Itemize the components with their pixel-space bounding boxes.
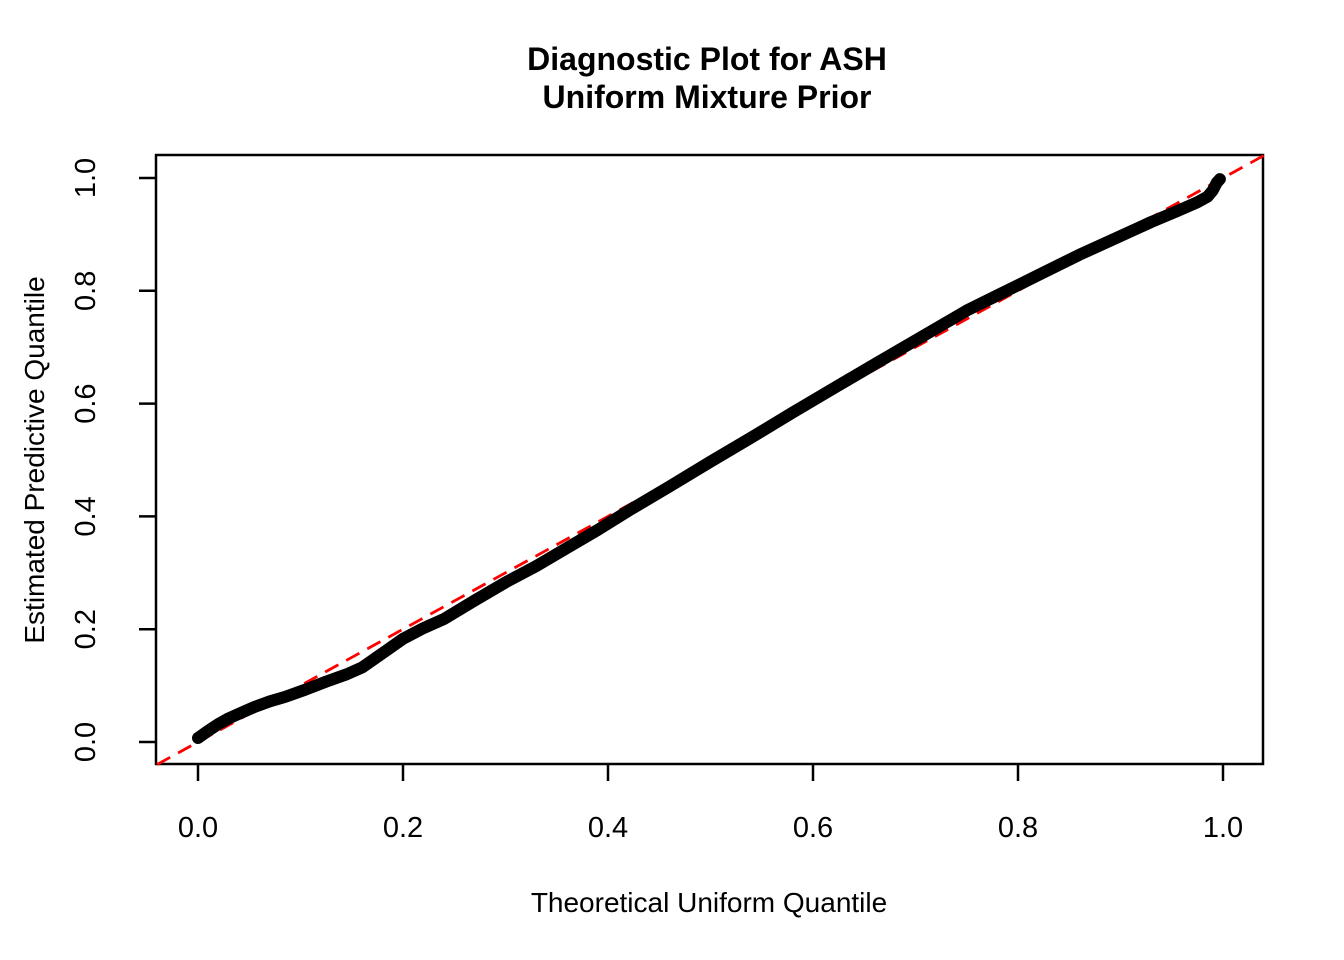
y-tick-label: 0.8	[70, 271, 102, 311]
plot-title-line2: Uniform Mixture Prior	[543, 79, 872, 115]
x-axis-title: Theoretical Uniform Quantile	[531, 887, 887, 918]
plot-box	[154, 153, 1265, 766]
y-axis-title: Estimated Predictive Quantile	[19, 276, 50, 643]
plot-title-line1: Diagnostic Plot for ASH	[527, 41, 887, 77]
qq-points-curve	[192, 173, 1226, 745]
y-tick-label: 1.0	[70, 158, 102, 198]
x-tick-label: 0.8	[998, 812, 1038, 844]
x-tick-label: 0.4	[588, 812, 628, 844]
x-tick-label: 1.0	[1203, 812, 1243, 844]
y-tick-label: 0.6	[70, 383, 102, 423]
plot-generated-layer: 0.0 0.2 0.4 0.6 0.8 1.0 0.0 0.2 0.4 0.6 0.8 1.0	[70, 153, 1265, 844]
x-tick-label: 0.6	[793, 812, 833, 844]
y-tick-label: 0.2	[70, 609, 102, 649]
y-tick-label: 0.0	[70, 722, 102, 762]
y-tick-label: 0.4	[70, 496, 102, 536]
x-tick-label: 0.0	[178, 812, 218, 844]
x-tick-label: 0.2	[383, 812, 423, 844]
